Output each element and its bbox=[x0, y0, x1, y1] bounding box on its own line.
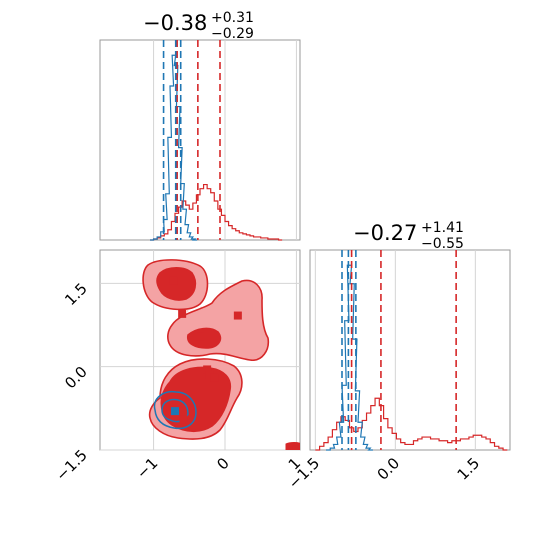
y-tick-label: 0.0 bbox=[61, 363, 91, 393]
red-sample-marker bbox=[179, 415, 188, 424]
red-sample-marker bbox=[233, 311, 242, 320]
top-histogram-grid bbox=[153, 40, 297, 240]
axis-tick-labels: −1 0 1−1.50.01.5−1.5 0.0 1.5 bbox=[52, 279, 483, 492]
top-histogram-title-upper: +0.31 bbox=[211, 10, 254, 26]
red-sample-marker bbox=[203, 365, 212, 374]
top-histogram-title-value: −0.38 bbox=[143, 11, 207, 35]
contour-panel bbox=[99, 249, 301, 451]
top-histogram-series bbox=[150, 54, 283, 241]
x-tick-label: 0.0 bbox=[374, 454, 404, 484]
top-histogram-series-red bbox=[150, 183, 283, 241]
red-edge-marker bbox=[292, 445, 300, 450]
top-histogram-quantile-lines bbox=[162, 40, 221, 240]
blue-contour bbox=[153, 390, 197, 430]
right-histogram-series-blue bbox=[326, 264, 373, 451]
top-histogram-panel: −0.38 +0.31 −0.29 bbox=[99, 10, 301, 241]
blue-contour-outer bbox=[153, 390, 197, 430]
red-region-mid-inner bbox=[186, 327, 222, 349]
red-sample-marker bbox=[210, 373, 219, 382]
top-histogram-series-blue bbox=[150, 54, 198, 241]
x-tick-label: −1 bbox=[133, 454, 161, 482]
y-tick-label: −1.5 bbox=[52, 446, 90, 484]
scatter-dot bbox=[186, 309, 189, 312]
right-histogram-series bbox=[315, 264, 508, 451]
blue-contour-inner bbox=[161, 398, 189, 423]
x-tick-label: 0 bbox=[213, 454, 232, 473]
red-sample-marker bbox=[178, 309, 187, 318]
blue-sample-marker bbox=[171, 407, 179, 416]
contour-sample-markers bbox=[169, 276, 300, 450]
right-histogram-title-value: −0.27 bbox=[353, 221, 417, 245]
right-histogram-title-upper: +1.41 bbox=[421, 220, 464, 236]
right-histogram-title-lower: −0.55 bbox=[421, 236, 464, 252]
y-tick-label: 1.5 bbox=[61, 279, 91, 309]
right-histogram-frame bbox=[309, 249, 511, 451]
red-sample-marker bbox=[205, 371, 214, 379]
right-histogram-panel: −0.27 +1.41 −0.55 bbox=[309, 220, 511, 451]
red-sample-marker bbox=[178, 407, 187, 416]
red-sample-marker bbox=[169, 276, 178, 285]
right-histogram-series-red bbox=[315, 397, 508, 451]
top-histogram-title-lower: −0.29 bbox=[211, 26, 254, 42]
right-histogram-grid bbox=[314, 250, 476, 450]
x-tick-label: 1.5 bbox=[454, 454, 484, 484]
top-histogram-frame bbox=[99, 39, 301, 241]
right-histogram-quantile-lines bbox=[341, 250, 457, 450]
red-sample-marker bbox=[196, 332, 204, 341]
